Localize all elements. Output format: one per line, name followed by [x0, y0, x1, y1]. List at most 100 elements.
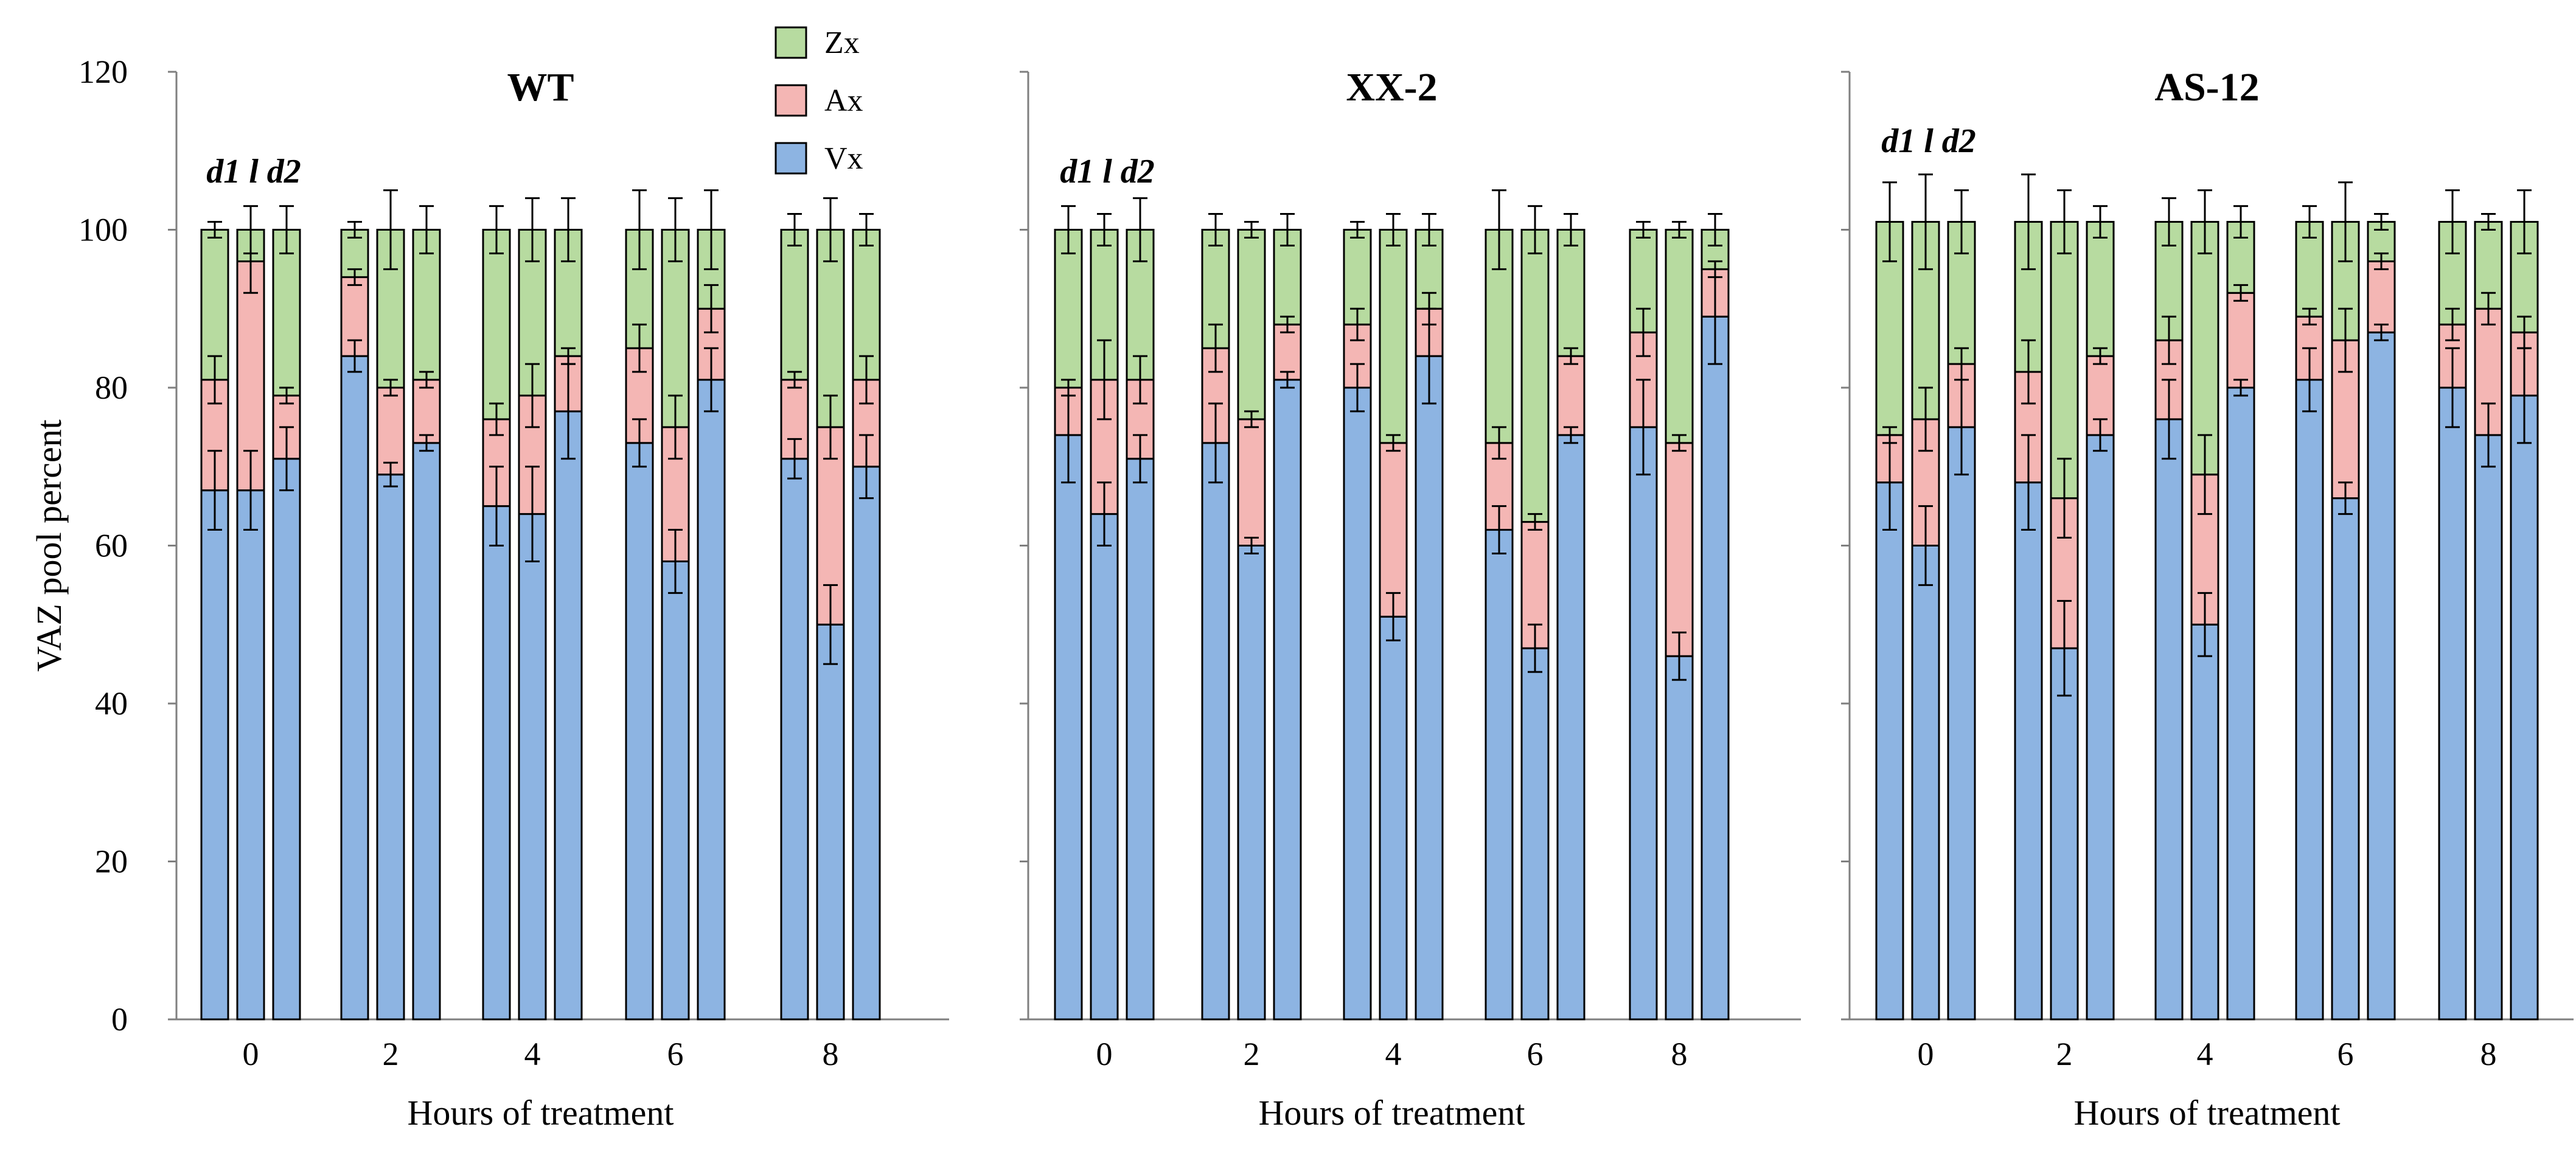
x-axis-label: Hours of treatment [2073, 1093, 2340, 1133]
legend-swatch-ax [775, 84, 807, 117]
x-tick-label: 2 [1244, 1036, 1260, 1072]
bar-segment-vx [376, 473, 405, 1021]
legend-swatch-vx [775, 142, 807, 175]
bar-segment-vx [2086, 434, 2115, 1021]
bar-segment-vx [1054, 434, 1083, 1021]
bar-segment-vx [852, 466, 881, 1021]
bar-segment-vx [2295, 379, 2324, 1021]
bar-segment-vx [2438, 386, 2467, 1021]
replicate-label: d1 l d2 [1881, 122, 1976, 160]
bar-segment-vx [2474, 434, 2503, 1021]
bar-segment-vx [1665, 655, 1694, 1021]
x-tick-label: 2 [2056, 1036, 2073, 1072]
bar-segment-vx [1556, 434, 1586, 1021]
x-tick-label: 0 [243, 1036, 259, 1072]
bar-segment-vx [1126, 458, 1155, 1021]
bar-segment-zx [1237, 229, 1266, 421]
x-tick-label: 2 [383, 1036, 399, 1072]
x-tick-label: 6 [667, 1036, 684, 1072]
bar-segment-vx [1911, 545, 1940, 1021]
bar-segment-zx [780, 229, 809, 381]
x-tick-label: 6 [1527, 1036, 1544, 1072]
bar-segment-ax [1556, 355, 1586, 436]
bar-segment-vx [412, 442, 441, 1021]
bar-segment-vx [2014, 481, 2043, 1021]
bar-segment-vx [2154, 418, 2184, 1021]
bar-segment-vx [2190, 623, 2219, 1021]
bar-segment-zx [852, 229, 881, 381]
bar-segment-vx [482, 505, 511, 1021]
panel-title: WT [507, 65, 574, 110]
bar-segment-ax [2226, 292, 2255, 389]
bar-segment-vx [272, 458, 301, 1021]
panel-title: AS-12 [2154, 65, 2259, 110]
bar-segment-vx [697, 379, 726, 1021]
y-tick-label: 40 [95, 685, 128, 722]
bar-segment-zx [1379, 229, 1408, 444]
bar-segment-vx [2510, 394, 2539, 1021]
y-tick-label: 60 [95, 528, 128, 564]
x-tick-label: 0 [1918, 1036, 1934, 1072]
bar-segment-zx [412, 229, 441, 381]
bar-segment-zx [2050, 221, 2079, 500]
bar-segment-vx [2367, 331, 2396, 1021]
legend-label: Ax [824, 83, 863, 118]
bar-segment-zx [1665, 229, 1694, 444]
x-tick-label: 8 [2480, 1036, 2497, 1072]
bar-segment-zx [272, 229, 301, 397]
x-tick-label: 0 [1096, 1036, 1113, 1072]
bar-segment-vx [2050, 647, 2079, 1021]
y-tick-label: 0 [111, 1001, 128, 1038]
bar-segment-vx [625, 442, 654, 1021]
bar-segment-vx [1090, 513, 1119, 1021]
bar-segment-ax [412, 379, 441, 444]
bar-segment-vx [1947, 426, 1976, 1021]
legend-label: Zx [824, 26, 860, 60]
y-tick-label: 20 [95, 843, 128, 880]
x-axis-label: Hours of treatment [1258, 1093, 1525, 1133]
bar-segment-ax [376, 386, 405, 476]
bar-segment-vx [1485, 529, 1514, 1021]
bar-segment-vx [1415, 355, 1444, 1021]
bar-segment-vx [236, 489, 265, 1021]
bar-segment-ax [1665, 442, 1694, 657]
bar-segment-ax [1237, 418, 1266, 547]
bar-segment-zx [2086, 221, 2115, 357]
bar-segment-zx [482, 229, 511, 421]
y-axis-label: VAZ pool percent [29, 419, 69, 672]
bar-segment-vx [2226, 386, 2255, 1021]
bar-segment-vx [661, 560, 690, 1021]
bar-segment-ax [2367, 260, 2396, 334]
bar-segment-vx [2331, 497, 2360, 1021]
bar-segment-vx [1520, 647, 1550, 1021]
bar-segment-vx [780, 458, 809, 1021]
x-tick-label: 4 [1385, 1036, 1402, 1072]
replicate-label: d1 l d2 [1060, 153, 1155, 190]
bar-segment-vx [1379, 615, 1408, 1021]
x-tick-label: 4 [2197, 1036, 2213, 1072]
bar-segment-vx [1273, 379, 1302, 1021]
bar-segment-vx [1237, 545, 1266, 1021]
y-tick-label: 120 [78, 54, 128, 90]
bar-segment-vx [340, 355, 369, 1021]
bar-segment-vx [1343, 386, 1372, 1021]
y-tick-label: 100 [78, 212, 128, 248]
bar-segment-vx [1875, 481, 1904, 1021]
x-tick-label: 6 [2338, 1036, 2354, 1072]
bar-segment-vx [1201, 442, 1230, 1021]
bar-segment-zx [1556, 229, 1586, 357]
bar-segment-vx [518, 513, 547, 1021]
legend-label: Vx [824, 141, 863, 176]
bar-segment-vx [1701, 315, 1730, 1021]
x-axis-label: Hours of treatment [407, 1093, 674, 1133]
bar-segment-zx [1520, 229, 1550, 523]
bar-segment-vx [200, 489, 229, 1021]
y-tick-label: 80 [95, 369, 128, 406]
replicate-label: d1 l d2 [206, 153, 301, 190]
x-tick-label: 8 [823, 1036, 839, 1072]
bar-segment-vx [554, 410, 583, 1021]
x-tick-label: 8 [1671, 1036, 1688, 1072]
bar-segment-ax [1379, 442, 1408, 618]
legend-swatch-zx [775, 26, 807, 59]
